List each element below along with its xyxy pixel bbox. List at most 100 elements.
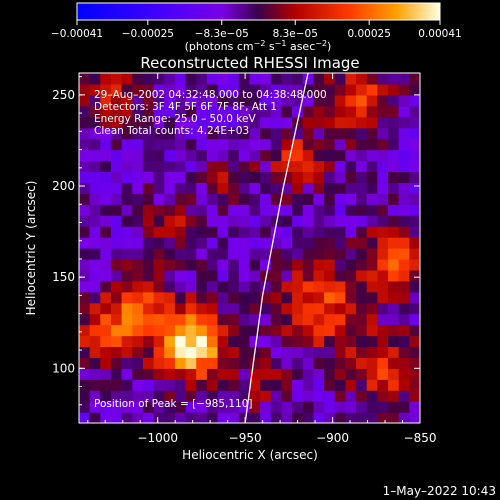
heatmap-cell bbox=[142, 73, 155, 85]
heatmap-cell bbox=[174, 368, 187, 380]
heatmap-cell bbox=[79, 258, 91, 271]
heatmap-cell bbox=[89, 226, 101, 238]
heatmap-cell bbox=[388, 182, 400, 194]
heatmap-cell bbox=[206, 401, 219, 413]
heatmap-cell bbox=[409, 149, 420, 162]
heatmap-cell bbox=[89, 324, 101, 337]
heatmap-cell bbox=[249, 368, 261, 380]
heatmap-cell bbox=[185, 302, 197, 315]
heatmap-cell bbox=[153, 313, 165, 326]
heatmap-cell bbox=[100, 401, 112, 413]
heatmap-cell bbox=[217, 324, 229, 337]
heatmap-cell bbox=[334, 412, 347, 423]
heatmap-cell bbox=[366, 412, 378, 423]
heatmap-cell bbox=[377, 269, 389, 282]
heatmap-cell bbox=[281, 182, 293, 194]
heatmap-cell bbox=[260, 138, 272, 151]
heatmap-cell bbox=[132, 94, 144, 107]
colorbar-tick-label-0: −0.00041 bbox=[51, 28, 103, 40]
heatmap-cell bbox=[356, 94, 368, 107]
heatmap-cell bbox=[196, 73, 208, 85]
heatmap-cell bbox=[132, 269, 144, 282]
heatmap-cell bbox=[238, 335, 251, 348]
heatmap-cell bbox=[366, 73, 378, 85]
heatmap-cell bbox=[281, 269, 293, 282]
heatmap-cell bbox=[334, 368, 347, 380]
heatmap-cell bbox=[110, 368, 123, 380]
heatmap-cell bbox=[281, 390, 293, 402]
heatmap-cell bbox=[270, 302, 283, 315]
heatmap-cell bbox=[153, 171, 165, 183]
heatmap-cell bbox=[366, 226, 378, 238]
heatmap-cell bbox=[217, 248, 229, 260]
heatmap-cell bbox=[185, 138, 197, 151]
heatmap-cell bbox=[100, 193, 112, 205]
heatmap-cell bbox=[228, 313, 240, 326]
heatmap-cell bbox=[206, 357, 219, 369]
heatmap-cell bbox=[356, 313, 368, 326]
heatmap-cell bbox=[334, 204, 347, 216]
heatmap-cell bbox=[324, 94, 336, 107]
heatmap-cell bbox=[153, 379, 165, 391]
heatmap-cell bbox=[217, 105, 229, 118]
heatmap-cell bbox=[121, 127, 133, 140]
heatmap-cell bbox=[313, 313, 325, 326]
heatmap-cell bbox=[270, 127, 283, 140]
heatmap-cell bbox=[228, 73, 240, 85]
heatmap-cell bbox=[238, 291, 251, 304]
heatmap-cell bbox=[206, 412, 219, 423]
heatmap-cell bbox=[366, 346, 378, 358]
heatmap-cell bbox=[142, 94, 155, 107]
heatmap-cell bbox=[153, 73, 165, 85]
heatmap-cell bbox=[142, 379, 155, 391]
heatmap-cell bbox=[110, 116, 123, 129]
heatmap-cell bbox=[238, 357, 251, 369]
heatmap-cell bbox=[324, 215, 336, 227]
heatmap-cell bbox=[142, 313, 155, 326]
heatmap-cell bbox=[174, 302, 187, 315]
heatmap-cell bbox=[313, 116, 325, 129]
heatmap-cell bbox=[174, 335, 187, 348]
heatmap-cell bbox=[356, 171, 368, 183]
heatmap-cell bbox=[356, 412, 368, 423]
heatmap-cell bbox=[345, 335, 357, 348]
heatmap-cell bbox=[228, 215, 240, 227]
heatmap-cell bbox=[281, 193, 293, 205]
heatmap-cell bbox=[142, 204, 155, 216]
heatmap-cell bbox=[302, 83, 315, 96]
heatmap-cell bbox=[142, 160, 155, 173]
heatmap-cell bbox=[89, 160, 101, 173]
heatmap-cell bbox=[281, 346, 293, 358]
heatmap-cell bbox=[228, 149, 240, 162]
heatmap-cell bbox=[409, 258, 420, 271]
heatmap-cell bbox=[260, 390, 272, 402]
heatmap-cell bbox=[409, 291, 420, 304]
heatmap-cell bbox=[153, 83, 165, 96]
heatmap-cell bbox=[196, 368, 208, 380]
colorbar-tick-label-2: −8.3e−05 bbox=[195, 28, 249, 40]
heatmap-cell bbox=[79, 73, 91, 85]
heatmap-cell bbox=[79, 335, 91, 348]
heatmap-cell bbox=[100, 313, 112, 326]
heatmap-cell bbox=[238, 171, 251, 183]
heatmap-cell bbox=[185, 269, 197, 282]
heatmap-cell bbox=[185, 160, 197, 173]
heatmap-cell bbox=[89, 149, 101, 162]
heatmap-cell bbox=[334, 269, 347, 282]
heatmap-cell bbox=[292, 149, 304, 162]
heatmap-cell bbox=[132, 379, 144, 391]
heatmap-cell bbox=[132, 346, 144, 358]
heatmap-cell bbox=[260, 280, 272, 293]
heatmap-cell bbox=[110, 171, 123, 183]
heatmap-cell bbox=[270, 193, 283, 205]
heatmap-cell bbox=[238, 73, 251, 85]
heatmap-cell bbox=[121, 83, 133, 96]
heatmap-cell bbox=[292, 138, 304, 151]
heatmap-cell bbox=[110, 291, 123, 304]
heatmap-cell bbox=[377, 83, 389, 96]
heatmap-cell bbox=[206, 248, 219, 260]
heatmap-cell bbox=[356, 226, 368, 238]
heatmap-cell bbox=[142, 390, 155, 402]
heatmap-cell bbox=[185, 280, 197, 293]
heatmap-cell bbox=[377, 94, 389, 107]
